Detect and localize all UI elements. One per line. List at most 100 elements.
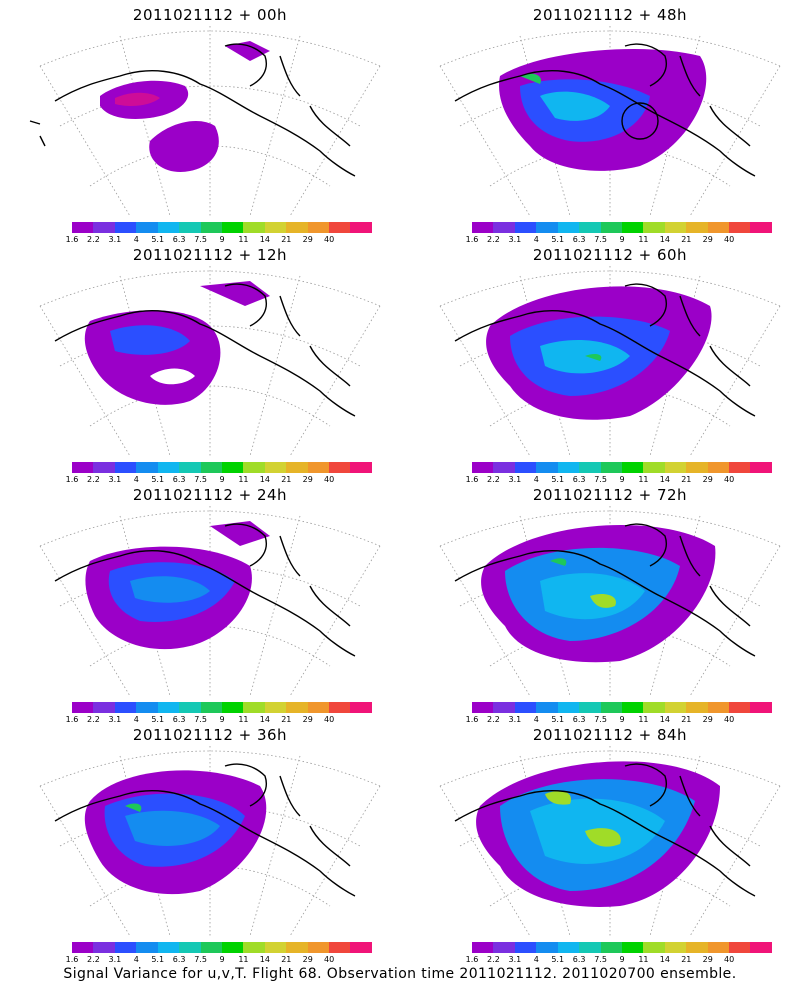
color-swatch (643, 222, 665, 233)
color-swatch (136, 462, 158, 473)
color-scale (72, 942, 372, 953)
color-swatch (179, 942, 201, 953)
color-swatch (621, 222, 644, 233)
map-12h (39, 266, 381, 457)
map-24h (39, 506, 381, 697)
map-panel-84h: 2011021112 + 84h 1.6 2.2 3.1 4 5.1 6.3 7.5 9 11 1… (410, 720, 800, 964)
color-scale-label: 29 (302, 475, 313, 484)
color-scale-label: 29 (702, 475, 713, 484)
color-swatch (179, 462, 201, 473)
color-scale-labels: 1.6 2.2 3.1 4 5.1 6.3 7.5 9 11 14 21 29 40 (58, 955, 378, 965)
color-swatch (221, 222, 244, 233)
map-00h (29, 26, 381, 217)
color-scale-label: 1.6 (465, 235, 479, 244)
color-scale-labels: 1.6 2.2 3.1 4 5.1 6.3 7.5 9 11 14 21 29 40 (458, 235, 778, 245)
color-swatch (72, 942, 94, 953)
color-swatch (514, 942, 537, 953)
color-scale-label: 5.1 (551, 715, 565, 724)
color-scale-label: 1.6 (465, 955, 479, 964)
color-swatch (664, 462, 687, 473)
color-swatch (707, 942, 730, 953)
color-scale-label: 7.5 (594, 955, 607, 964)
variance-field (100, 41, 270, 172)
color-scale-label: 9 (219, 715, 225, 724)
panel-title: 2011021112 + 48h (532, 6, 688, 24)
color-swatch (307, 462, 330, 473)
map-84h (439, 746, 781, 937)
color-scale (72, 462, 372, 473)
color-scale-label: 40 (324, 955, 335, 964)
color-scale-label: 9 (219, 235, 225, 244)
color-swatch (493, 462, 515, 473)
color-swatch (93, 462, 115, 473)
color-scale-label: 4 (533, 955, 539, 964)
color-swatch (93, 702, 115, 713)
color-swatch (472, 462, 494, 473)
color-scale-label: 11 (238, 715, 249, 724)
color-scale-label: 40 (724, 955, 735, 964)
color-scale-label: 11 (638, 955, 649, 964)
color-scale-label: 1.6 (65, 235, 79, 244)
color-swatch (114, 462, 137, 473)
color-scale-label: 2.2 (487, 475, 500, 484)
color-swatch (243, 222, 265, 233)
figure-caption: Signal Variance for u,v,T. Flight 68. Ob… (63, 966, 737, 982)
color-swatch (243, 942, 265, 953)
color-swatch (664, 222, 687, 233)
panel-title: 2011021112 + 12h (132, 246, 288, 264)
color-swatch (750, 942, 772, 953)
color-swatch (729, 702, 751, 713)
color-swatch (707, 462, 730, 473)
color-swatch (621, 702, 644, 713)
color-scale-label: 6.3 (172, 475, 186, 484)
color-swatch (600, 462, 622, 473)
color-swatch (200, 702, 222, 713)
color-scale-label: 4 (533, 715, 539, 724)
color-swatch (136, 702, 158, 713)
color-scale-label: 5.1 (151, 475, 165, 484)
color-scale-label: 1.6 (65, 475, 79, 484)
panel-title: 2011021112 + 36h (132, 726, 288, 744)
color-swatch (157, 222, 180, 233)
color-scale-label: 5.1 (551, 475, 565, 484)
color-swatch (472, 942, 494, 953)
color-swatch (72, 702, 94, 713)
color-scale-label: 1.6 (65, 955, 79, 964)
color-swatch (286, 942, 308, 953)
color-swatch (114, 942, 137, 953)
color-swatch (243, 462, 265, 473)
color-swatch (350, 222, 372, 233)
color-scale-label: 6.3 (172, 715, 186, 724)
color-scale-label: 11 (238, 955, 249, 964)
color-swatch (264, 462, 287, 473)
color-scale-label: 29 (302, 955, 313, 964)
color-swatch (536, 462, 558, 473)
color-scale-label: 6.3 (572, 715, 586, 724)
color-swatch (93, 222, 115, 233)
color-scale-label: 3.1 (508, 475, 522, 484)
color-swatch (536, 942, 558, 953)
color-swatch (221, 702, 244, 713)
color-swatch (600, 702, 622, 713)
panel-title: 2011021112 + 72h (532, 486, 688, 504)
color-scale-label: 2.2 (487, 715, 500, 724)
color-scale-label: 4 (133, 715, 139, 724)
color-swatch (286, 462, 308, 473)
map-36h (39, 746, 381, 937)
color-scale-label: 2.2 (87, 235, 100, 244)
color-scale-label: 5.1 (151, 715, 165, 724)
color-scale-label: 14 (659, 235, 670, 244)
color-scale-label: 3.1 (108, 955, 122, 964)
color-swatch (557, 462, 580, 473)
color-swatch (93, 942, 115, 953)
color-scale-label: 29 (302, 235, 313, 244)
variance-field (84, 770, 267, 895)
color-swatch (472, 222, 494, 233)
map-panel-24h: 2011021112 + 24h 1.6 2.2 3.1 4 5.1 6.3 7.5 9 11 1… (10, 480, 410, 724)
color-scale-labels: 1.6 2.2 3.1 4 5.1 6.3 7.5 9 11 14 21 29 40 (58, 235, 378, 245)
color-swatch (350, 702, 372, 713)
color-scale-label: 4 (533, 235, 539, 244)
color-scale-label: 5.1 (551, 235, 565, 244)
color-scale-labels: 1.6 2.2 3.1 4 5.1 6.3 7.5 9 11 14 21 29 40 (458, 475, 778, 485)
color-scale-label: 11 (638, 235, 649, 244)
